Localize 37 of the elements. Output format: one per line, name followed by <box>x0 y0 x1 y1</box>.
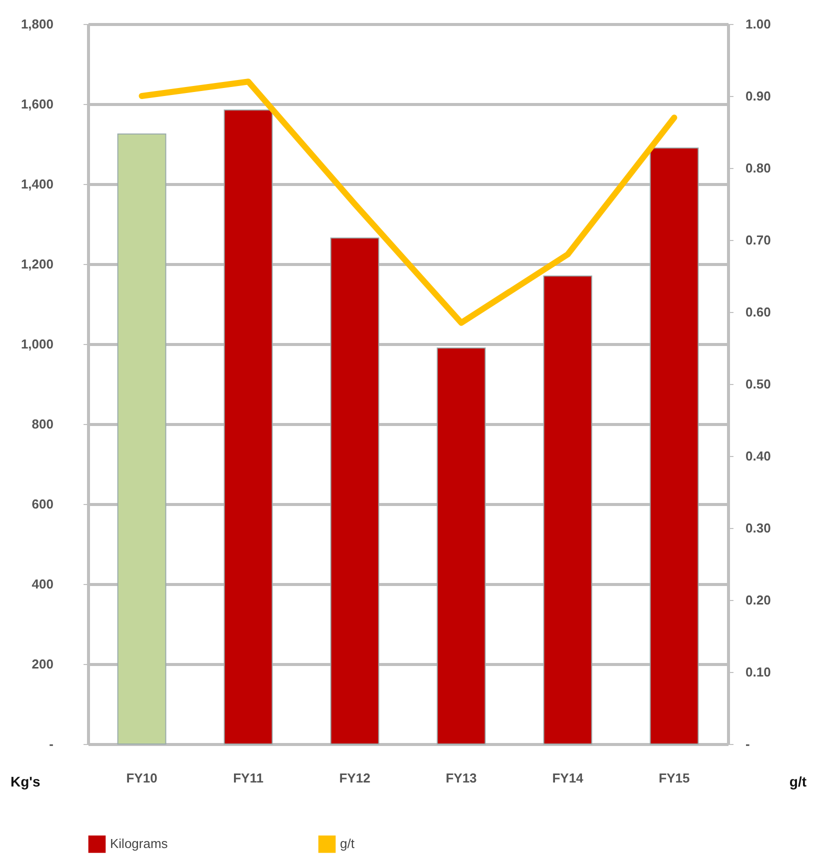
y2-tick-label: 0.50 <box>746 376 771 392</box>
bar <box>330 238 380 744</box>
y2-tick-label: - <box>746 736 750 752</box>
y-tick-label: 1,000 <box>20 336 54 352</box>
bar <box>650 148 699 744</box>
y-tick-label: 1,200 <box>20 256 54 272</box>
y2-tick-label: 0.80 <box>746 160 771 176</box>
x-tick-label: FY13 <box>446 770 477 786</box>
y-tick-label: 400 <box>32 576 54 592</box>
legend-label: Kilograms <box>110 836 168 852</box>
y2-tick-label: 0.70 <box>746 232 771 248</box>
y2-tick-label: 1.00 <box>746 16 771 32</box>
y2-tick-label: 0.30 <box>746 520 771 536</box>
y-tick-label: 200 <box>32 656 54 672</box>
y2-tick-label: 0.60 <box>746 304 771 320</box>
bar <box>117 134 166 744</box>
legend-label: g/t <box>340 836 355 852</box>
bar <box>436 348 486 744</box>
y2-tick-label: 0.40 <box>746 448 771 464</box>
y-tick-label: 600 <box>32 496 54 512</box>
x-tick-label: FY15 <box>658 770 690 786</box>
x-tick-label: FY12 <box>339 770 370 786</box>
y-tick-label: 1,400 <box>20 176 54 192</box>
x-tick-label: FY14 <box>552 770 584 786</box>
y2-axis-title: g/t <box>789 774 807 790</box>
y-tick-label: 800 <box>32 416 54 432</box>
y-tick-label: 1,800 <box>20 16 54 32</box>
x-tick-label: FY11 <box>233 770 264 786</box>
y2-tick-label: 0.20 <box>746 592 771 608</box>
x-tick-label: FY10 <box>126 770 158 786</box>
y-axis-title: Kg's <box>10 774 40 790</box>
y2-tick-label: 0.10 <box>746 664 771 680</box>
bar <box>543 276 592 744</box>
y2-tick-label: 0.90 <box>746 88 771 104</box>
y-tick-label: 1,600 <box>20 96 54 112</box>
y-tick-label: - <box>49 736 54 752</box>
bar <box>224 110 273 744</box>
